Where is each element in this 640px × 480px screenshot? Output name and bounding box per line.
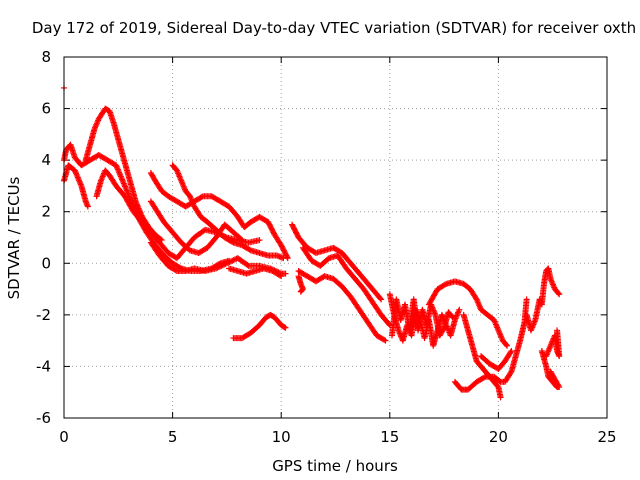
data-point: [554, 327, 561, 334]
data-point: [497, 394, 504, 401]
data-point: [225, 259, 232, 266]
data-point: [507, 349, 514, 356]
data-point: [239, 237, 246, 244]
series-arc-17: [388, 296, 456, 339]
y-tick-label: 8: [41, 48, 51, 66]
y-tick-label: 2: [41, 203, 51, 221]
data-point: [555, 290, 562, 297]
data-point: [523, 296, 530, 303]
data-point: [548, 369, 555, 376]
y-axis-label: SDTVAR / TECUs: [5, 176, 23, 299]
data-point: [503, 341, 510, 348]
data-point: [219, 262, 226, 269]
series-arc-15: [299, 244, 393, 329]
series-arc-10: [230, 311, 289, 342]
data-point: [440, 326, 447, 333]
series-arc-03: [82, 105, 165, 244]
data-point: [381, 336, 388, 343]
data-point: [84, 203, 91, 210]
data-point: [297, 288, 304, 295]
series-arc-22: [523, 265, 563, 334]
series-arc-20: [451, 296, 530, 393]
plot-frame: [63, 56, 608, 419]
chart-title: Day 172 of 2019, Sidereal Day-to-day VTE…: [32, 19, 636, 37]
series-arc-24: [538, 347, 563, 391]
series-arc-06: [147, 198, 246, 256]
data-point: [238, 236, 245, 243]
data-point: [229, 238, 236, 245]
data-point: [456, 306, 463, 313]
data-point: [282, 270, 289, 277]
x-axis-label: GPS time / hours: [272, 457, 398, 475]
data-point: [298, 287, 305, 294]
series-arc-12: [289, 221, 385, 303]
data-point: [256, 237, 263, 244]
y-tick-label: -2: [36, 306, 51, 324]
data-point: [284, 253, 291, 260]
data-point: [229, 257, 236, 264]
data-point: [504, 342, 511, 349]
data-points: [61, 84, 563, 401]
data-point: [448, 313, 455, 320]
data-point: [281, 324, 288, 331]
data-point: [442, 281, 449, 288]
data-point: [214, 264, 221, 271]
x-tick-label: 15: [380, 428, 399, 446]
x-tick-label: 20: [489, 428, 508, 446]
y-tick-label: 4: [41, 151, 51, 169]
data-point: [226, 258, 233, 265]
data-point: [378, 296, 385, 303]
data-point: [556, 291, 563, 298]
y-tick-label: -6: [36, 409, 51, 427]
grid-lines: [64, 57, 607, 418]
data-point: [508, 347, 515, 354]
data-point: [507, 369, 514, 376]
series-arc-09: [169, 162, 287, 262]
data-point: [227, 258, 234, 265]
x-tick-label: 10: [272, 428, 291, 446]
series-arc-18: [425, 278, 511, 349]
series-arc-13: [295, 268, 389, 344]
data-point: [244, 262, 251, 269]
data-point: [221, 261, 228, 268]
data-point: [213, 265, 220, 272]
data-point: [547, 368, 554, 375]
series-arc-14: [295, 273, 306, 295]
data-point: [276, 272, 283, 279]
data-point: [382, 337, 389, 344]
y-tick-label: -4: [36, 357, 51, 375]
data-point: [198, 193, 205, 200]
x-tick-label: 25: [597, 428, 616, 446]
y-tick-label: 6: [41, 100, 51, 118]
data-point: [377, 295, 384, 302]
series-arc-23: [543, 327, 563, 360]
data-point: [481, 374, 488, 381]
data-point: [280, 255, 287, 262]
data-point: [218, 262, 225, 269]
x-tick-label: 0: [59, 428, 69, 446]
data-point: [230, 257, 237, 264]
data-point: [222, 260, 229, 267]
tick-labels: 0 5 10 15 20 25 -6 -4 -2 0 2 4 6 8: [36, 48, 617, 446]
data-point: [223, 260, 230, 267]
data-point: [246, 246, 253, 253]
data-point: [282, 324, 289, 331]
data-point: [217, 263, 224, 270]
data-point: [215, 264, 222, 271]
series-arc-19: [460, 311, 504, 401]
series-arc-08: [147, 170, 291, 262]
y-tick-label: 0: [41, 254, 51, 272]
data-point: [449, 314, 456, 321]
data-point: [386, 322, 393, 329]
series-arc-11: [226, 265, 285, 280]
data-point: [172, 267, 179, 274]
axis-ticks: [63, 56, 608, 419]
series-arc-01: [61, 162, 91, 210]
series-arc-21: [478, 347, 515, 373]
x-tick-label: 5: [168, 428, 178, 446]
data-point: [278, 273, 285, 280]
